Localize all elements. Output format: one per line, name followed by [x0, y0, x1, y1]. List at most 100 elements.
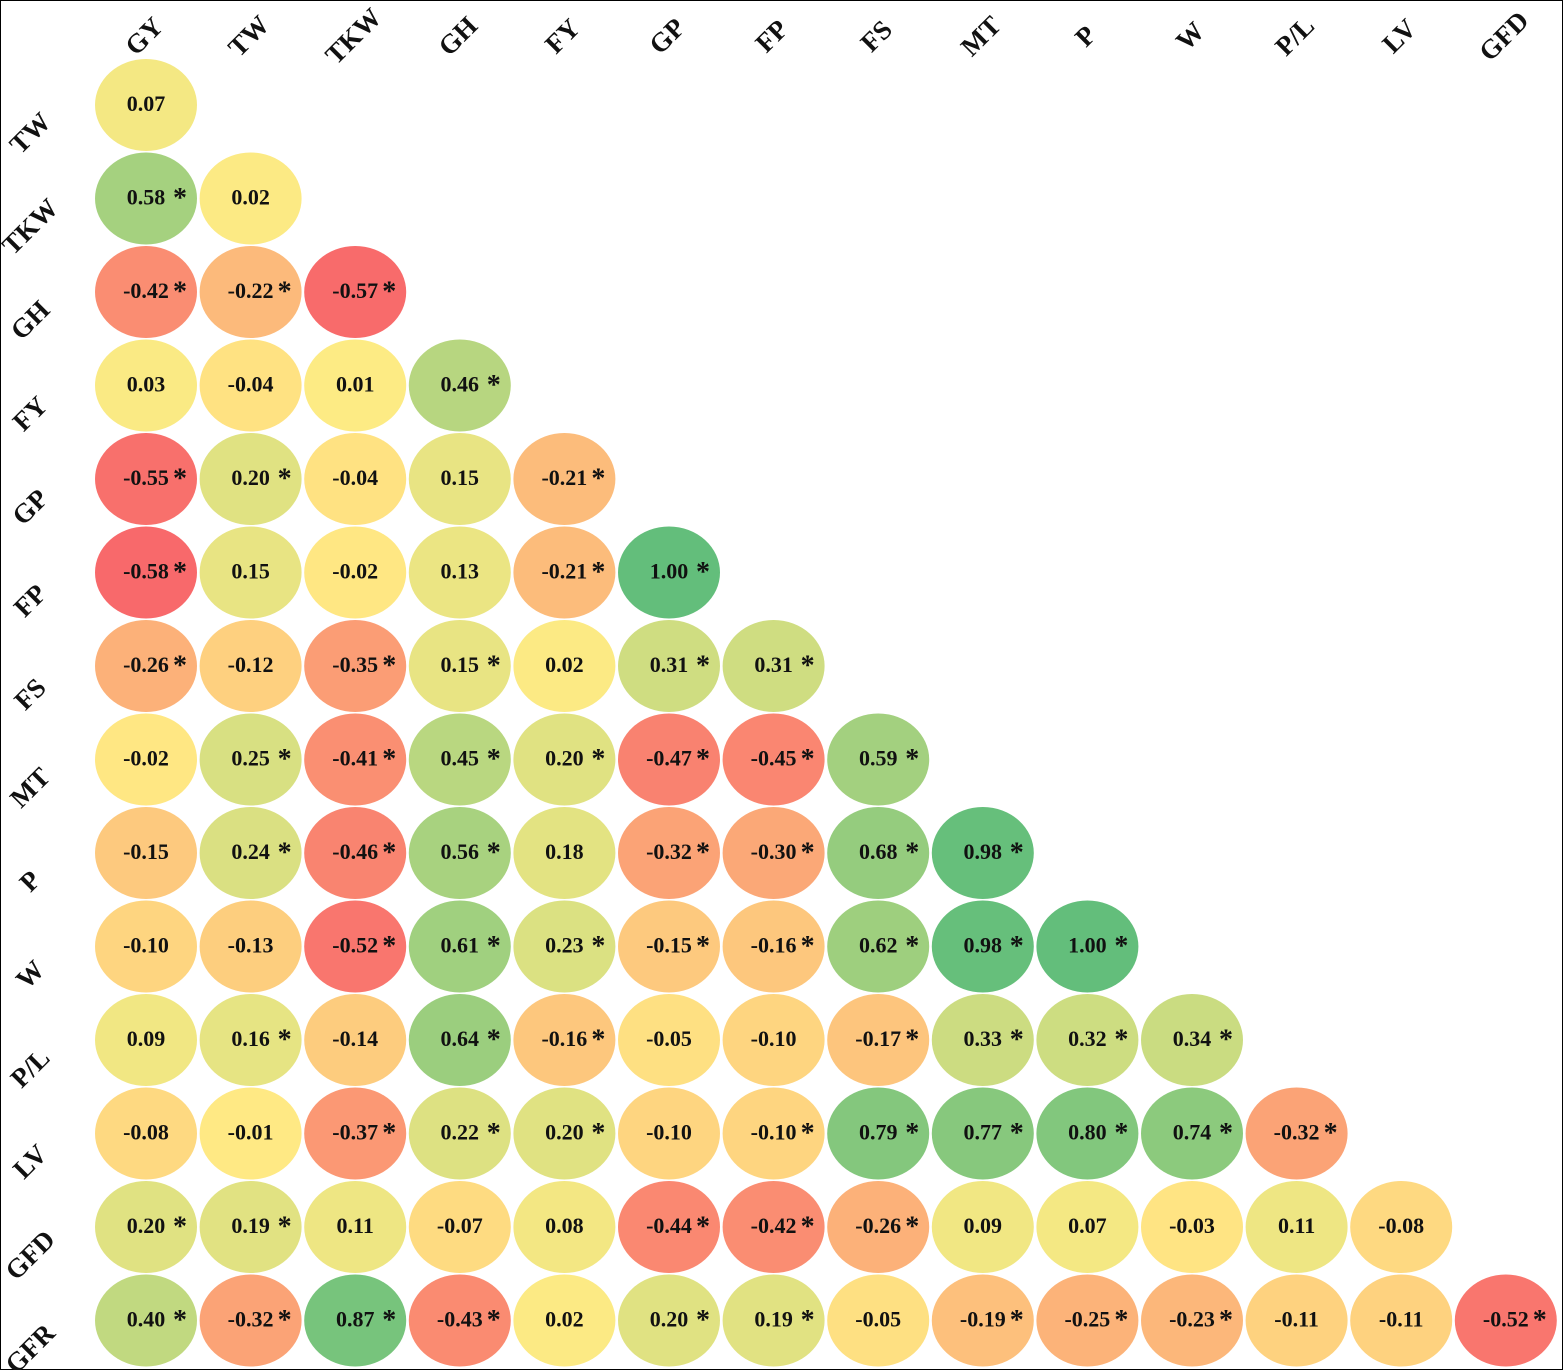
significance-star: *	[173, 1211, 187, 1242]
cell-gfr-fy: 0.02	[513, 1274, 616, 1367]
significance-star: *	[173, 650, 187, 681]
correlation-value: -0.52	[332, 933, 378, 958]
correlation-circle	[95, 526, 197, 619]
cell-p-l-w: 0.34 *	[1141, 994, 1243, 1086]
correlation-circle	[618, 620, 720, 712]
significance-star: *	[487, 1118, 501, 1149]
correlation-circle	[199, 900, 302, 993]
cell-fy-gh: 0.46 *	[408, 339, 511, 432]
correlation-circle	[513, 433, 616, 525]
correlation-value: -0.16	[541, 1026, 587, 1051]
correlation-value: -0.02	[123, 746, 169, 771]
cell-p-gh: 0.56 *	[408, 807, 511, 899]
correlation-circle	[722, 1181, 825, 1273]
significance-star: *	[905, 1211, 919, 1242]
cell-p-fy: 0.18	[513, 807, 616, 899]
correlation-value: -0.10	[751, 1026, 797, 1051]
correlation-value: -0.45	[751, 746, 797, 771]
cell-w-fs: 0.62 *	[827, 900, 930, 993]
correlation-circle	[1036, 1087, 1139, 1180]
cell-fp-fy: -0.21 *	[513, 526, 616, 619]
significance-star: *	[696, 744, 710, 775]
column-label-w: W	[1170, 16, 1210, 56]
cell-p-l-gy: 0.09	[95, 994, 197, 1086]
cell-gfr-tw: -0.32 *	[199, 1274, 302, 1367]
correlation-circle	[1245, 1274, 1348, 1367]
correlation-value: -0.35	[332, 652, 378, 677]
correlation-value: -0.11	[1379, 1307, 1424, 1332]
correlation-value: 0.19	[754, 1307, 793, 1332]
correlation-circle	[408, 713, 511, 806]
significance-star: *	[801, 837, 815, 868]
significance-star: *	[905, 1118, 919, 1149]
correlation-value: 0.77	[964, 1120, 1003, 1145]
correlation-value: -0.15	[646, 933, 692, 958]
cell-fs-gp: 0.31 *	[618, 620, 720, 712]
column-label-lv: LV	[1376, 13, 1422, 59]
row-label-fs: FS	[8, 672, 51, 715]
significance-star: *	[905, 837, 919, 868]
correlation-value: -0.32	[1274, 1120, 1320, 1145]
correlation-value: -0.52	[1483, 1307, 1529, 1332]
correlation-value: -0.21	[541, 465, 587, 490]
cell-gfd-tkw: 0.11	[304, 1181, 407, 1273]
cell-lv-tw: -0.01	[199, 1087, 302, 1180]
significance-star: *	[1114, 931, 1128, 962]
correlation-circle	[304, 807, 407, 899]
correlation-circle	[1350, 1181, 1453, 1273]
correlation-circle	[199, 152, 302, 245]
cell-mt-gp: -0.47 *	[618, 713, 720, 806]
cell-w-gp: -0.15 *	[618, 900, 720, 993]
cell-p-tw: 0.24 *	[199, 807, 302, 899]
cell-gp-tw: 0.20 *	[199, 433, 302, 525]
significance-star: *	[1010, 837, 1024, 868]
cell-fp-tkw: -0.02	[304, 526, 407, 619]
correlation-value: -0.05	[646, 1026, 692, 1051]
cell-gfd-fp: -0.42 *	[722, 1181, 825, 1273]
cell-gfr-p-l: -0.11	[1245, 1274, 1348, 1367]
correlation-value: -0.08	[123, 1120, 169, 1145]
cell-p-l-fy: -0.16 *	[513, 994, 616, 1086]
correlation-circle	[408, 807, 511, 899]
cell-gfr-p: -0.25 *	[1036, 1274, 1139, 1367]
correlation-value: 0.20	[231, 465, 270, 490]
cell-gfr-lv: -0.11	[1350, 1274, 1453, 1367]
correlation-circle	[408, 1274, 511, 1367]
cell-lv-p-l: -0.32 *	[1245, 1087, 1348, 1180]
column-label-fp: FP	[749, 14, 794, 59]
cell-p-tkw: -0.46 *	[304, 807, 407, 899]
correlation-value: 0.45	[441, 746, 480, 771]
significance-star: *	[801, 1305, 815, 1336]
correlation-circle	[513, 713, 616, 806]
cell-fp-gh: 0.13	[408, 526, 511, 619]
correlation-circle	[304, 900, 407, 993]
correlation-circle	[931, 1181, 1034, 1273]
correlation-value: -0.22	[228, 278, 274, 303]
correlation-value: 0.15	[441, 652, 480, 677]
significance-star: *	[1010, 1024, 1024, 1055]
correlation-value: -0.58	[123, 559, 169, 584]
correlation-circle	[1036, 1274, 1139, 1367]
cell-p-gp: -0.32 *	[618, 807, 720, 899]
column-label-gy: GY	[119, 11, 169, 61]
correlation-circle	[408, 526, 511, 619]
correlation-circle	[408, 900, 511, 993]
correlation-circle	[1245, 1181, 1348, 1273]
correlation-circle	[95, 152, 197, 245]
correlation-value: -0.05	[855, 1307, 901, 1332]
correlation-value: 0.23	[545, 933, 584, 958]
correlation-value: 0.20	[650, 1307, 689, 1332]
correlation-value: -0.19	[960, 1307, 1006, 1332]
cell-gfr-gh: -0.43 *	[408, 1274, 511, 1367]
correlation-value: -0.10	[123, 933, 169, 958]
cell-lv-tkw: -0.37 *	[304, 1087, 407, 1180]
correlation-value: -0.07	[437, 1213, 483, 1238]
significance-star: *	[487, 1024, 501, 1055]
cell-lv-fy: 0.20 *	[513, 1087, 616, 1180]
significance-star: *	[801, 744, 815, 775]
cell-gfd-lv: -0.08	[1350, 1181, 1453, 1273]
row-label-gh: GH	[5, 295, 56, 346]
cell-tw-gy: 0.07	[95, 59, 197, 151]
cell-lv-gy: -0.08	[95, 1087, 197, 1180]
